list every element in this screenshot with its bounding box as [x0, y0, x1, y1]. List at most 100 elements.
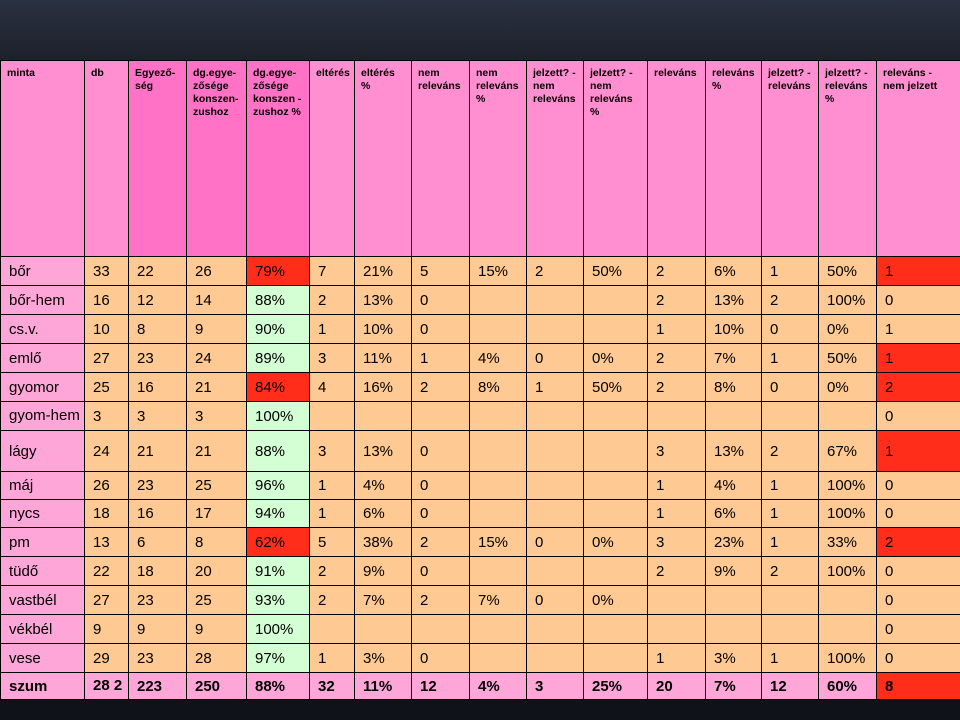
row-label: máj — [0, 471, 85, 500]
table-cell: 7 — [309, 256, 355, 286]
table-cell: 88% — [246, 285, 310, 315]
row-label: bőr-hem — [0, 285, 85, 315]
table-cell: 100% — [818, 285, 877, 315]
table-cell: 16% — [354, 372, 412, 402]
table-cell: 3 — [647, 527, 706, 557]
table-cell: 9 — [186, 314, 247, 344]
table-cell — [761, 614, 819, 644]
table-cell: 33 — [84, 256, 129, 286]
table-cell — [469, 614, 527, 644]
column-header: jelzett? - nem releváns % — [583, 60, 648, 257]
table-cell: 1 — [647, 499, 706, 528]
table-cell: 13% — [354, 430, 412, 472]
table-cell: 9% — [354, 556, 412, 586]
summary-cell: 223 — [128, 672, 187, 700]
table-row: pm 13 6 8 62% 5 38% 2 15% 0 0% 3 23% 1 33% 2 — [0, 527, 960, 557]
table-cell: 1 — [876, 343, 960, 373]
table-cell: 96% — [246, 471, 310, 500]
table-cell: 0 — [876, 556, 960, 586]
table-cell: 23 — [128, 643, 187, 673]
table-cell — [526, 430, 584, 472]
table-cell — [469, 499, 527, 528]
column-header: dg.egye-zősége konszen -zushoz % — [246, 60, 310, 257]
table-cell: 10 — [84, 314, 129, 344]
table-cell: 90% — [246, 314, 310, 344]
table-cell: 10% — [354, 314, 412, 344]
table-cell: 2 — [411, 372, 470, 402]
table-cell: 100% — [818, 471, 877, 500]
table-cell: 3% — [354, 643, 412, 673]
table-cell — [309, 401, 355, 431]
header-row: minta db Egyező-ség dg.egye-zősége konszen-… — [0, 60, 960, 257]
summary-cell: 12 — [411, 672, 470, 700]
table-cell: 13 — [84, 527, 129, 557]
column-header: releváns % — [705, 60, 762, 257]
table-cell: 0 — [526, 343, 584, 373]
row-label: nycs — [0, 499, 85, 528]
table-cell: 8 — [186, 527, 247, 557]
table-row: cs.v. 10 8 9 90% 1 10% 0 1 10% 0 0% 1 — [0, 314, 960, 344]
table-row: máj 26 23 25 96% 1 4% 0 1 4% 1 100% 0 — [0, 471, 960, 500]
table-cell: 23 — [128, 471, 187, 500]
table-cell: 16 — [128, 372, 187, 402]
table-cell: 9 — [84, 614, 129, 644]
summary-cell: 3 — [526, 672, 584, 700]
slide-header-band — [0, 0, 960, 60]
table-cell: 0 — [876, 285, 960, 315]
table-cell: 1 — [876, 314, 960, 344]
table-cell: 2 — [647, 256, 706, 286]
table-cell — [818, 585, 877, 615]
table-cell: 91% — [246, 556, 310, 586]
table-cell — [309, 614, 355, 644]
table-cell: 0 — [876, 585, 960, 615]
table-cell — [761, 401, 819, 431]
column-header: nem releváns — [411, 60, 470, 257]
table-cell: 16 — [128, 499, 187, 528]
table-cell: 100% — [246, 614, 310, 644]
table-cell: 4 — [309, 372, 355, 402]
table-cell: 15% — [469, 256, 527, 286]
table-cell: 4% — [469, 343, 527, 373]
table-cell: 93% — [246, 585, 310, 615]
summary-cell: 28 2 — [84, 672, 129, 700]
table-row: vese 29 23 28 97% 1 3% 0 1 3% 1 100% 0 — [0, 643, 960, 673]
table-cell: 1 — [761, 643, 819, 673]
table-cell: 0 — [411, 285, 470, 315]
summary-cell: 7% — [705, 672, 762, 700]
table-cell: 7% — [354, 585, 412, 615]
table-cell: 4% — [354, 471, 412, 500]
table-cell: 100% — [246, 401, 310, 431]
row-label: tüdő — [0, 556, 85, 586]
column-header: releváns — [647, 60, 706, 257]
table-cell: 1 — [411, 343, 470, 373]
table-cell: 0% — [818, 314, 877, 344]
table-cell — [469, 314, 527, 344]
table-cell: 17 — [186, 499, 247, 528]
table-cell: 2 — [647, 285, 706, 315]
table-cell — [583, 401, 648, 431]
table-cell: 1 — [647, 314, 706, 344]
table-cell: 100% — [818, 556, 877, 586]
table-cell: 2 — [761, 285, 819, 315]
table-cell — [469, 643, 527, 673]
table-cell: 23% — [705, 527, 762, 557]
table-cell: 1 — [309, 314, 355, 344]
table-cell: 1 — [309, 499, 355, 528]
table-cell: 3 — [309, 343, 355, 373]
table-cell: 26 — [84, 471, 129, 500]
table-row: vastbél 27 23 25 93% 2 7% 2 7% 0 0% 0 — [0, 585, 960, 615]
table-cell: 9 — [128, 614, 187, 644]
column-header: eltérés — [309, 60, 355, 257]
table-cell: 4% — [705, 471, 762, 500]
table-cell: 50% — [583, 256, 648, 286]
table-row: bőr-hem 16 12 14 88% 2 13% 0 2 13% 2 100% 0 — [0, 285, 960, 315]
table-cell: 3 — [186, 401, 247, 431]
table-cell: 5 — [309, 527, 355, 557]
table-cell — [411, 614, 470, 644]
summary-cell: 20 — [647, 672, 706, 700]
row-label: vastbél — [0, 585, 85, 615]
column-header: jelzett? - releváns % — [818, 60, 877, 257]
column-header: releváns - nem jelzett — [876, 60, 960, 257]
table-cell — [705, 585, 762, 615]
table-cell: 0 — [876, 471, 960, 500]
